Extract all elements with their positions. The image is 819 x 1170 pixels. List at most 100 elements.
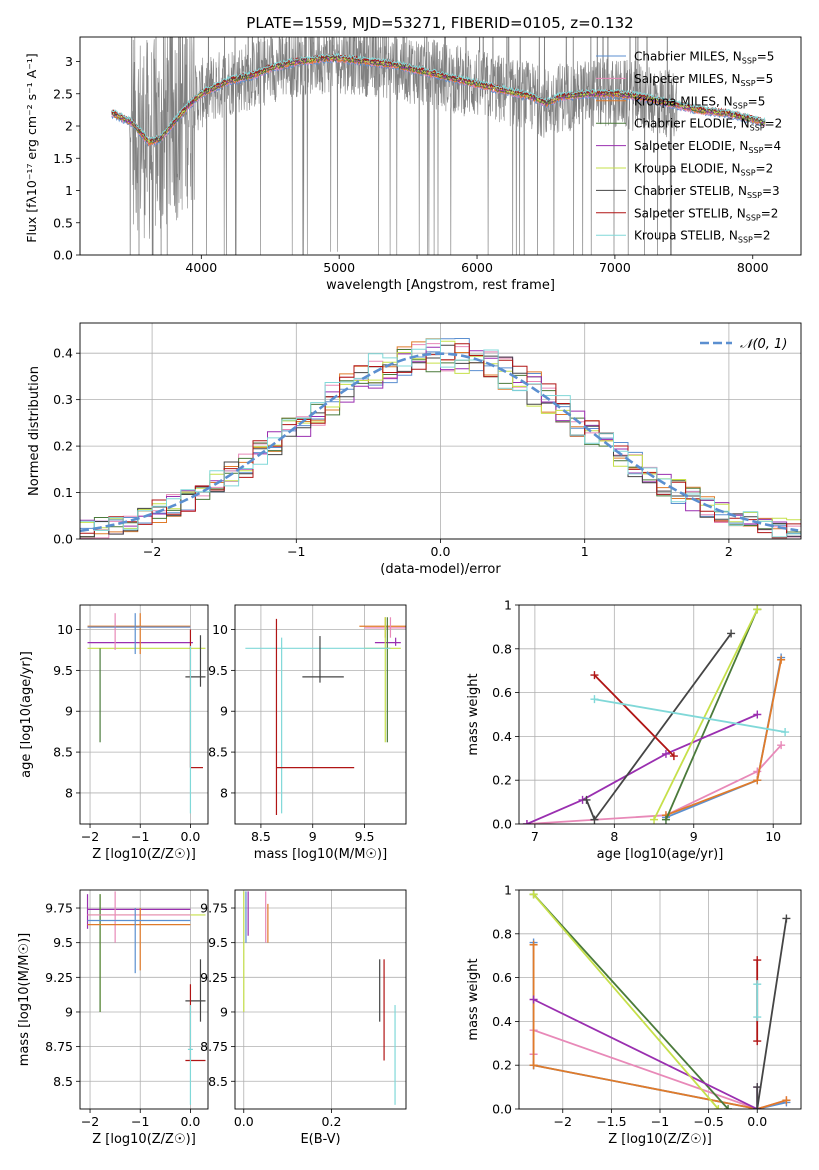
mass_vs_ebv-points — [243, 891, 396, 1105]
weight-marker-kroupa_stelib — [753, 1013, 762, 1022]
y-tick-label: 8.5 — [53, 745, 73, 760]
x-tick-label: 5000 — [323, 260, 355, 275]
x-tick-label: −1 — [131, 829, 149, 844]
legend-tail: =2 — [753, 229, 771, 243]
weight-marker-kroupa_miles — [529, 940, 538, 949]
weight_vs_Z-xlabel: Z [log10(Z/Z☉)] — [608, 1132, 712, 1147]
y-tick-label: 9.25 — [45, 970, 73, 985]
residuals-ylabel: Normed distribution — [27, 366, 42, 496]
y-tick-label: 8 — [220, 785, 228, 800]
legend-tail: =2 — [765, 117, 783, 131]
y-tick-label: 2.5 — [53, 86, 73, 101]
weight-line-chabrier_stelib — [756, 918, 788, 1109]
weight_vs_age-xlabel: age [log10(age/yr)] — [597, 847, 724, 862]
spectrum-model-kroupa_stelib — [111, 52, 766, 140]
weight-marker-kroupa_stelib — [753, 980, 762, 989]
x-tick-label: 9 — [690, 829, 698, 844]
y-tick-label: 0.8 — [492, 926, 512, 941]
spectrum-axes: 4000 5000 6000 7000 8000 0.0 0.5 1 1.5 2 2.5 3 — [53, 54, 769, 275]
legend-label-kroupa_miles: Kroupa MILES, NSSP=5 — [634, 94, 765, 110]
weight-marker-chabrier_stelib — [753, 1105, 762, 1109]
weight-marker-kroupa_elodie — [650, 815, 659, 824]
x-tick-label: 8 — [610, 829, 618, 844]
y-tick-label: 9 — [65, 1004, 73, 1019]
y-tick-label: 8.5 — [208, 745, 228, 760]
weight_vs_age-axes: 7 8 9 10 0.0 0.2 0.4 0.6 0.8 1 — [492, 598, 801, 844]
legend-sub: SSP — [747, 191, 762, 200]
x-tick-label: 1 — [581, 544, 589, 559]
weight-marker-kroupa_elodie — [753, 605, 762, 614]
x-tick-label: −2 — [554, 1114, 572, 1129]
weight-marker-salpeter_elodie — [753, 710, 762, 719]
weight-marker-kroupa_miles — [782, 1096, 791, 1105]
legend-sub: SSP — [741, 169, 756, 178]
weight-marker-chabrier_stelib — [590, 815, 599, 824]
weight_vs_age-ylabel: mass weight — [466, 673, 481, 755]
x-tick-label: −2 — [143, 544, 161, 559]
x-tick-label: 0.0 — [234, 1114, 254, 1129]
weight-line-kroupa_miles — [665, 659, 782, 817]
y-tick-label: 0.2 — [492, 773, 512, 788]
y-tick-label: 10 — [212, 622, 228, 637]
weight-marker-salpeter_elodie — [661, 749, 670, 758]
weight-marker-salpeter_elodie — [529, 995, 538, 1004]
legend-label-kroupa_stelib: Kroupa STELIB, NSSP=2 — [634, 229, 771, 245]
legend-label-salpeter_stelib: Salpeter STELIB, NSSP=2 — [634, 206, 778, 222]
y-tick-label: 8.5 — [53, 1074, 73, 1089]
y-tick-label: 0.0 — [53, 248, 73, 263]
weight-marker-salpeter_stelib — [753, 956, 762, 965]
y-tick-label: 9 — [220, 1004, 228, 1019]
chart-panels: 4000 5000 6000 7000 8000 0.0 0.5 1 1.5 2 2.5 3 wavel… — [17, 36, 802, 1147]
y-tick-label: 2 — [65, 119, 73, 134]
residuals-xlabel: (data-model)/error — [380, 562, 501, 577]
mass_vs_Z-points — [86, 891, 206, 1105]
weight-marker-chabrier_elodie — [661, 815, 670, 824]
legend-sub: SSP — [748, 146, 763, 155]
weight-line-salpeter_miles — [526, 744, 782, 824]
y-tick-label: 9.25 — [200, 970, 228, 985]
weight-marker-salpeter_stelib — [753, 1037, 762, 1046]
mass_vs_ebv-frame — [234, 889, 407, 1110]
x-tick-label: −1.5 — [596, 1114, 626, 1129]
residuals-legend: 𝒩(0, 1) — [700, 337, 787, 352]
y-tick-label: 0.5 — [53, 215, 73, 230]
legend-tail: =5 — [756, 72, 774, 86]
mass_vs_Z-xlabel: Z [log10(Z/Z☉)] — [92, 1132, 196, 1147]
legend-label-chabrier_stelib: Chabrier STELIB, NSSP=3 — [634, 184, 780, 200]
weight-line-kroupa_elodie — [653, 609, 759, 820]
age_vs_Z-ylabel: age [log10(age/yr)] — [19, 651, 34, 778]
legend-tail: =2 — [756, 162, 774, 176]
spectrum-frame — [79, 36, 802, 256]
y-tick-label: 0.0 — [492, 817, 512, 832]
legend-label-salpeter_miles: Salpeter MILES, NSSP=5 — [634, 72, 773, 88]
spectrum-xlabel: wavelength [Angstrom, rest frame] — [326, 278, 555, 293]
weight-marker-kroupa_elodie — [714, 1105, 723, 1109]
weight-marker-chabrier_stelib — [782, 914, 791, 923]
y-tick-label: 0.2 — [53, 439, 73, 454]
age_vs_mass-xlabel: mass [log10(M/M☉)] — [254, 847, 387, 862]
weight_vs_age-frame — [518, 604, 802, 825]
spectrum-lines — [111, 37, 766, 255]
x-tick-label: 9 — [309, 829, 317, 844]
y-tick-label: 1 — [504, 598, 512, 613]
mass_vs_ebv-axes: 0.0 0.2 8.5 8.75 9 9.25 9.5 9.75 — [200, 890, 406, 1129]
weight_vs_Z-frame — [518, 889, 802, 1110]
age_vs_mass-axes: 8.5 9 9.5 8 8.5 9 9.5 10 — [208, 605, 406, 844]
legend-sub: SSP — [742, 57, 757, 66]
legend-sub: SSP — [750, 124, 765, 133]
y-tick-label: 0.1 — [53, 485, 73, 500]
legend-tail: =4 — [763, 139, 781, 153]
x-tick-label: 0.0 — [180, 1114, 200, 1129]
weight_vs_Z-lines — [529, 890, 791, 1109]
mass_vs_Z-frame — [79, 889, 209, 1110]
spectrum-ylabel: Flux [fλ10⁻¹⁷ erg cm⁻² s⁻¹ A⁻¹] — [24, 53, 39, 242]
x-tick-label: 9.5 — [355, 829, 375, 844]
legend-sub: SSP — [746, 213, 761, 222]
x-tick-label: 7 — [531, 829, 539, 844]
legend-label-normal: 𝒩(0, 1) — [740, 337, 787, 352]
legend-sub: SSP — [738, 236, 753, 245]
x-tick-label: −1 — [651, 1114, 669, 1129]
weight-marker-salpeter_elodie — [522, 820, 531, 824]
age_vs_Z-frame — [79, 604, 209, 825]
